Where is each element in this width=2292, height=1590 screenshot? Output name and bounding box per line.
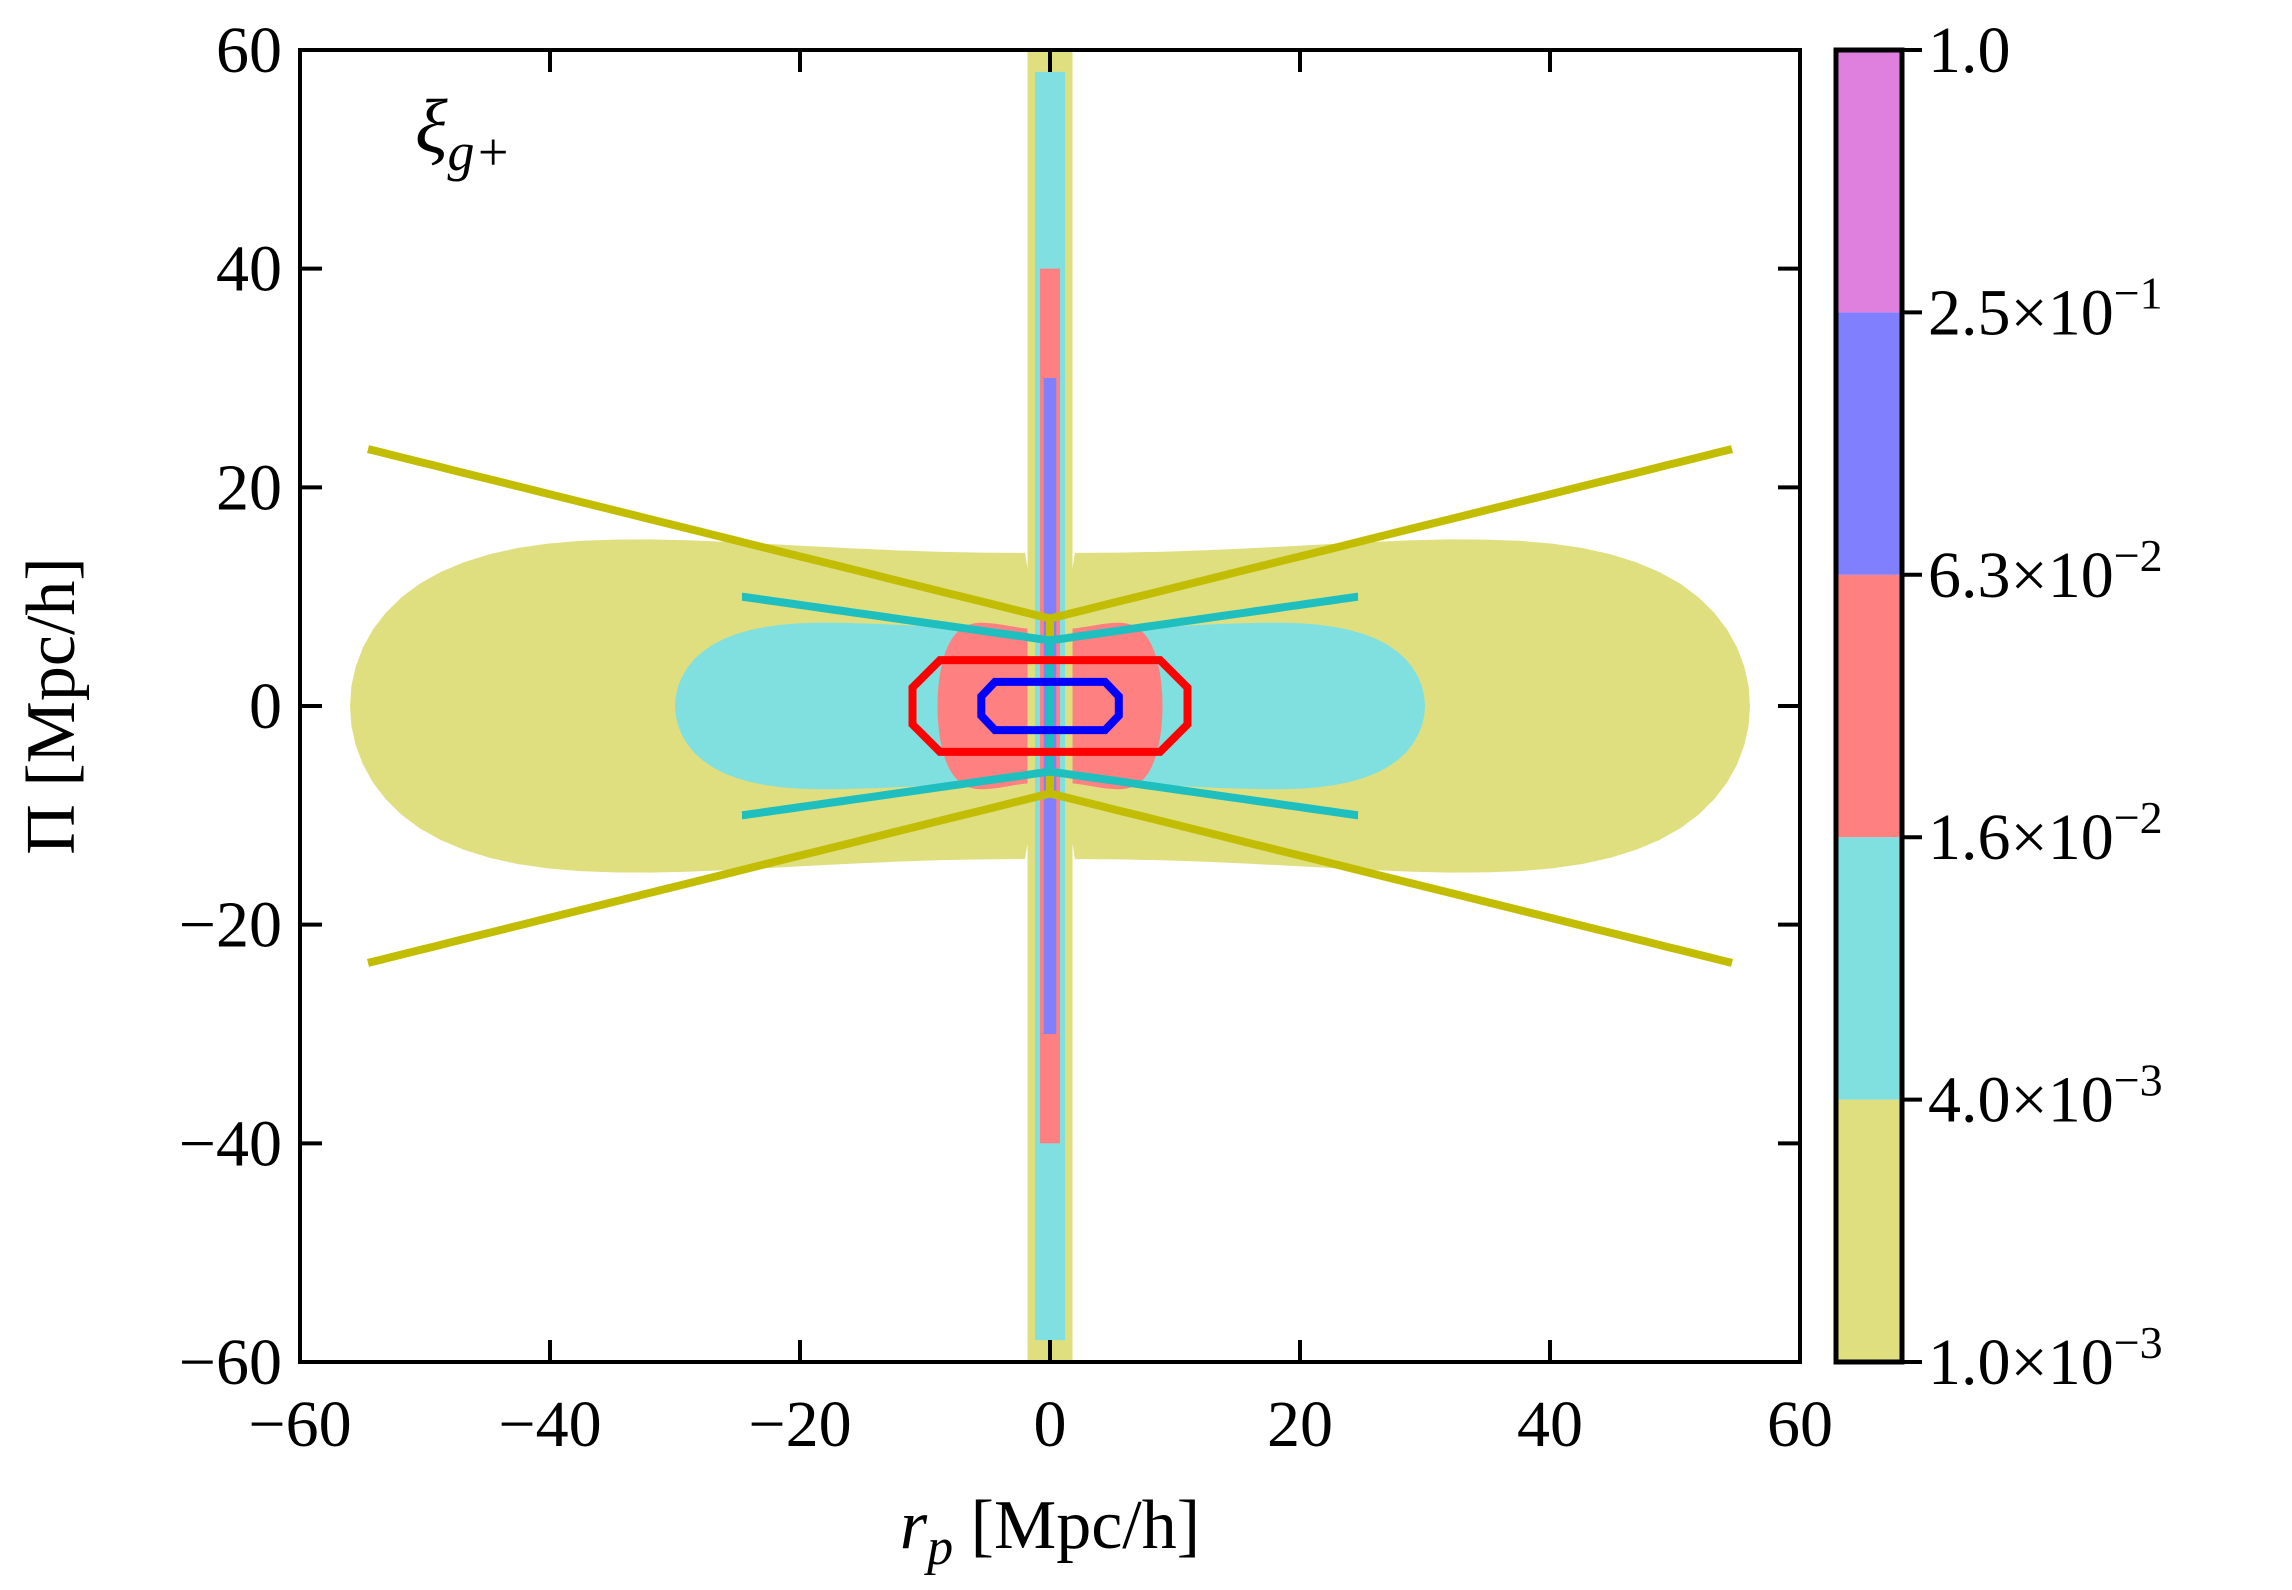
xi-symbol: ξ — [415, 85, 448, 169]
y-tick-label: −20 — [179, 889, 282, 962]
model-contour-level-3 — [977, 677, 1123, 735]
colorbar-band — [1836, 574, 1902, 838]
x-tick-label: −60 — [248, 1388, 351, 1461]
colorbar-label: 1.6×10−2 — [1928, 792, 2163, 874]
y-tick-label: 60 — [216, 14, 282, 87]
xi-subscript: g+ — [448, 122, 511, 182]
y-tick-label: 20 — [216, 451, 282, 524]
y-tick-label: −40 — [179, 1107, 282, 1180]
colorbar-label: 1.0×10−3 — [1928, 1317, 2163, 1399]
colorbar-label: 1.0 — [1928, 14, 2011, 87]
x-axis-label: rp [Mpc/h] — [900, 1487, 1200, 1576]
y-tick-label: 0 — [249, 670, 282, 743]
x-axis-var: r — [900, 1487, 928, 1564]
colorbar-band — [1836, 837, 1902, 1100]
colorbar-label: 2.5×10−1 — [1928, 267, 2163, 349]
colorbar-label: 6.3×10−2 — [1928, 530, 2163, 612]
colorbar-band — [1836, 312, 1902, 575]
colorbar-band — [1836, 50, 1902, 313]
x-tick-label: 40 — [1517, 1388, 1583, 1461]
x-axis-unit: [Mpc/h] — [953, 1487, 1200, 1564]
y-tick-label: −60 — [179, 1326, 282, 1399]
x-axis-sub: p — [923, 1519, 953, 1576]
model-contour-level-1 — [741, 592, 1054, 820]
colorbar-band — [1836, 1099, 1902, 1362]
xi-annotation: ξg+ — [415, 85, 511, 182]
x-tick-label: 60 — [1767, 1388, 1833, 1461]
axis-ticks: −60 −40 −20 0 20 40 60 −60 −40 −20 0 20 40 60 — [179, 14, 1833, 1461]
model-contour-level-0 — [367, 445, 1054, 967]
x-tick-label: 0 — [1034, 1388, 1067, 1461]
colorbar-frame — [1833, 47, 1905, 1365]
model-contour-lines — [367, 445, 1733, 967]
colorbar-label: 4.0×10−3 — [1928, 1055, 2163, 1137]
colorbar: 1.0×10−3 4.0×10−3 1.6×10−2 6.3×10−2 2.5×10−1… — [1833, 14, 2163, 1399]
x-tick-label: 20 — [1267, 1388, 1333, 1461]
y-tick-label: 40 — [216, 233, 282, 306]
x-tick-label: −40 — [498, 1388, 601, 1461]
model-contour-level-2 — [908, 656, 1192, 756]
x-tick-label: −20 — [748, 1388, 851, 1461]
y-axis-label: Π [Mpc/h] — [13, 557, 90, 854]
